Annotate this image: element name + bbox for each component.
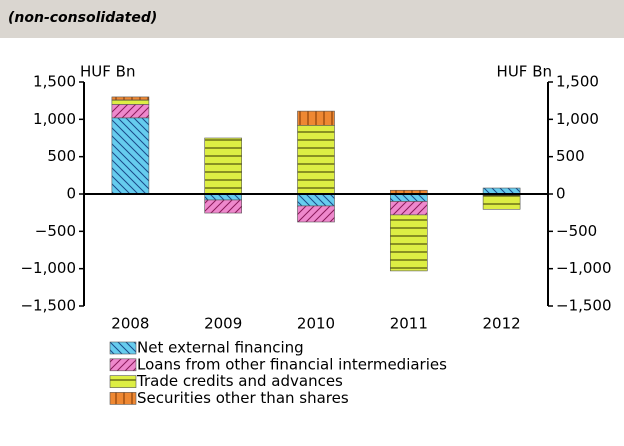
y2-tick-label: −1,000 [556,259,612,277]
bar-segment [204,199,242,214]
legend-label: Loans from other financial intermediarie… [137,355,447,373]
y-tick-label: 1,500 [33,73,76,91]
x-tick-label: 2009 [204,315,242,333]
y-tick-label: −1,000 [20,259,76,277]
y-tick-label: −1,500 [20,297,76,315]
y-tick-label: 0 [66,185,76,203]
y2-tick-label: 500 [556,147,585,165]
bar-segment [297,110,335,126]
y2-unit: HUF Bn [497,63,552,81]
bar-segment [297,125,335,195]
legend-swatch [109,358,137,372]
bar-segment [111,99,150,105]
legend-swatch [109,392,137,405]
legend-label: Net external financing [137,339,304,357]
chart-subtitle: (non-consolidated) [8,10,157,26]
y-tick-label: 500 [47,147,76,165]
x-tick-label: 2010 [297,315,335,333]
y-tick-label: −500 [35,222,76,240]
y2-tick-label: −500 [556,222,597,240]
x-tick-label: 2008 [111,315,149,333]
legend-swatch [109,341,137,355]
y2-tick-label: −1,500 [556,297,612,315]
y2-tick-label: 1,500 [556,73,599,91]
legend-label: Securities other than shares [137,389,349,407]
bar-segment [389,201,428,216]
x-tick-label: 2011 [390,315,428,333]
y2-tick-label: 0 [556,185,566,203]
bar-segment [482,194,521,210]
bar-segment [297,193,335,207]
bar-segment [389,214,428,272]
legend-label: Trade credits and advances [136,372,343,390]
y-tick-label: 1,000 [33,110,76,128]
bar-segment [111,117,150,195]
bar-segment [111,96,150,101]
header-band [0,0,624,38]
legend-swatch [109,375,137,388]
y-unit: HUF Bn [80,63,135,81]
bar-segment [389,193,428,202]
x-tick-label: 2012 [483,315,521,333]
bar-segment [204,137,242,195]
y2-tick-label: 1,000 [556,110,599,128]
bar-segment [297,205,335,223]
bar-segment [111,104,150,119]
